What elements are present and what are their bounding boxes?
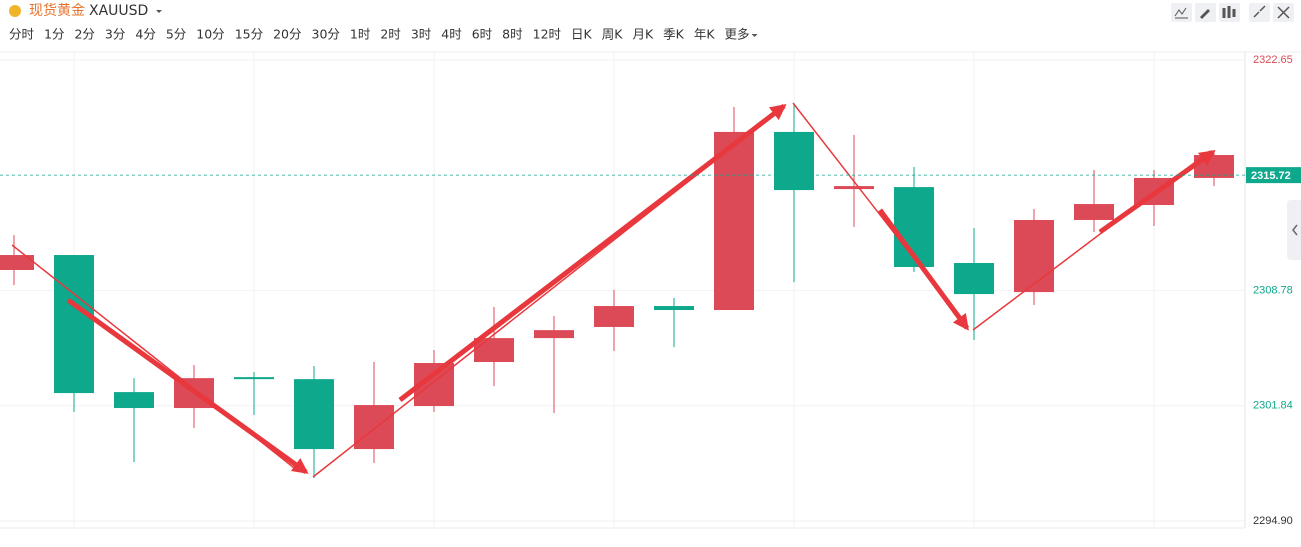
trend-arrow [66,297,309,475]
period-tab[interactable]: 3时 [411,27,432,42]
period-tab[interactable]: 日K [571,27,593,42]
side-panel-toggle[interactable] [1287,200,1301,260]
period-tab[interactable]: 1分 [44,27,64,42]
symbol-dropdown[interactable] [156,10,162,13]
period-tab[interactable]: 月K [632,27,654,42]
current-price-box [1246,167,1301,184]
icon-button[interactable] [1249,3,1270,22]
period-tab[interactable]: 4时 [441,27,462,42]
candle-body [954,263,994,295]
candle-body [294,379,334,450]
symbol-code[interactable]: XAUUSD [89,3,148,19]
period-tab[interactable]: 5分 [166,27,186,42]
symbol-name[interactable]: 现货黄金 [29,2,85,19]
candle-body [714,131,754,311]
period-tab[interactable]: 年K [694,27,716,42]
candle-body [354,405,394,450]
period-tab[interactable]: 3分 [105,27,125,42]
period-tab[interactable]: 分时 [9,27,35,42]
candle-body [594,306,634,327]
candle-body [234,377,274,380]
candle-body [114,392,154,409]
trend-arrow [398,104,787,402]
symbol-icon [9,5,21,17]
icon [1200,9,1210,19]
icon [1222,6,1236,18]
y-tick-label: 2294.90 [1253,515,1293,527]
period-tab[interactable]: 30分 [312,27,340,42]
period-tab[interactable]: 12时 [533,27,562,42]
icon [1174,7,1188,19]
more-caret[interactable] [751,34,758,37]
candle-body [774,131,814,191]
trend-arrow [1098,149,1216,235]
candle-body [834,186,874,190]
candle-body [54,255,94,394]
more-periods[interactable]: 更多 [725,27,750,42]
period-tab[interactable]: 8时 [502,27,523,42]
y-tick-label: 2308.78 [1253,284,1293,296]
period-tab[interactable]: 1时 [350,27,371,42]
period-tab[interactable]: 季K [663,27,685,42]
toolbar-icons [1171,3,1294,22]
period-tab[interactable]: 15分 [235,27,263,42]
period-tab[interactable]: 2分 [74,27,94,42]
y-axis: 2294.90 2301.84 2308.78 2322.65 2315.72 [0,54,1301,527]
toggle-icon [1292,224,1298,236]
period-tab[interactable]: 4分 [135,27,155,42]
candle-body [654,306,694,311]
candle-body [474,338,514,363]
candle-body [1074,204,1114,220]
annotations [11,102,1216,478]
y-tick-label: 2322.65 [1253,54,1293,66]
candle-body [534,330,574,339]
period-tab[interactable]: 周K [602,27,624,42]
grid [0,52,1245,528]
period-tab[interactable]: 2时 [380,27,401,42]
icon [1253,5,1266,18]
period-tab[interactable]: 20分 [273,27,301,42]
period-tab[interactable]: 6时 [472,27,493,42]
trend-arrow [877,208,970,331]
candle-body [1014,219,1054,293]
icon [1277,6,1290,19]
candle-body [0,255,34,270]
y-tick-label: 2301.84 [1253,400,1293,412]
period-tab[interactable]: 10分 [196,27,224,42]
current-price-label: 2315.72 [1251,170,1291,182]
